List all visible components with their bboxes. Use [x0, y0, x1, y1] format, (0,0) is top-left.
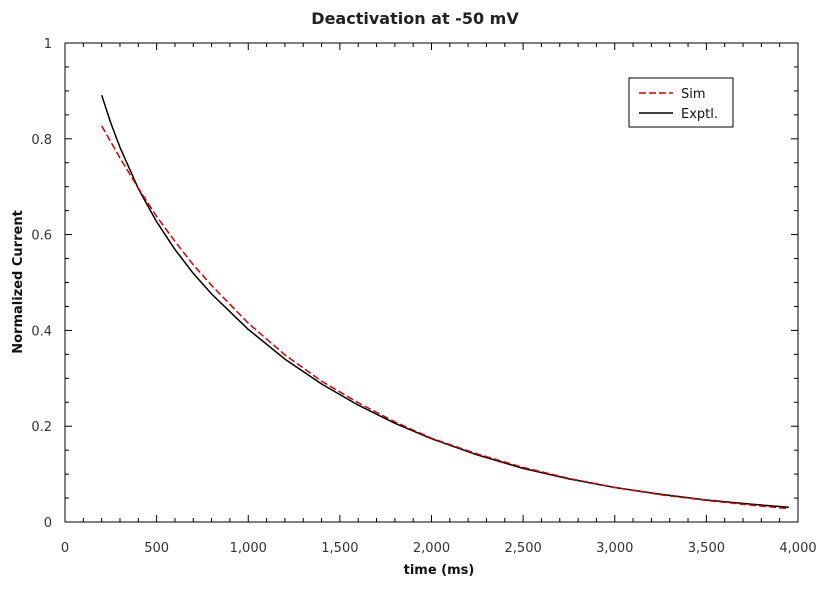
x-tick-labels: 0 500 1,000 1,500 2,000 2,500 3,000 3,500 4,000 — [61, 541, 817, 556]
legend-label-exptl: Exptl. — [681, 107, 718, 122]
series-lines — [100, 94, 789, 510]
legend: Sim Exptl. — [628, 77, 734, 128]
y-tick-label: 0.4 — [31, 324, 52, 339]
y-tick-label: 0 — [44, 516, 52, 531]
x-axis-label: time (ms) — [404, 563, 475, 578]
x-tick-label: 500 — [144, 541, 169, 556]
y-tick-labels: 0 0.2 0.4 0.6 0.8 1 — [31, 37, 52, 531]
x-tick-label: 3,000 — [596, 541, 633, 556]
x-tick-label: 2,000 — [413, 541, 450, 556]
axis-ticks — [64, 42, 799, 523]
x-tick-label: 2,500 — [505, 541, 542, 556]
y-tick-label: 0.8 — [31, 133, 52, 148]
legend-label-sim: Sim — [681, 87, 706, 102]
y-tick-label: 0.2 — [31, 420, 52, 435]
series-line-sim — [101, 125, 789, 510]
chart-title: Deactivation at -50 mV — [311, 9, 519, 28]
legend-box — [628, 77, 734, 128]
y-tick-label: 0.6 — [31, 229, 52, 244]
x-tick-label: 0 — [61, 541, 69, 556]
series-line-exptl — [100, 94, 789, 508]
x-tick-label: 1,500 — [321, 541, 358, 556]
y-axis-label: Normalized Current — [11, 210, 26, 354]
x-tick-label: 1,000 — [230, 541, 267, 556]
y-tick-label: 1 — [44, 37, 52, 52]
x-tick-label: 4,000 — [779, 541, 816, 556]
x-tick-label: 3,500 — [688, 541, 725, 556]
